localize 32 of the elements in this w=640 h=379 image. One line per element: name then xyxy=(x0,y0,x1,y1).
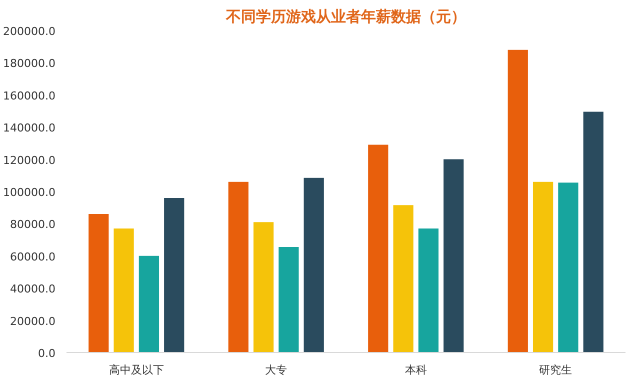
y-tick-label: 40000.0 xyxy=(10,282,56,296)
x-tick-label: 本科 xyxy=(404,364,427,376)
bar xyxy=(88,214,109,352)
y-tick-label: 20000.0 xyxy=(10,314,56,328)
chart-title: 不同学历游戏从业者年薪数据（元） xyxy=(225,8,466,26)
y-tick-label: 140000.0 xyxy=(3,122,56,135)
x-tick-label: 高中及以下 xyxy=(108,364,164,376)
y-tick-label: 120000.0 xyxy=(3,154,56,167)
bar xyxy=(444,159,464,352)
bar xyxy=(138,256,160,352)
bar xyxy=(393,205,414,352)
bar xyxy=(558,182,578,352)
y-tick-label: 160000.0 xyxy=(3,89,56,102)
bar xyxy=(508,50,528,352)
bar xyxy=(164,198,184,352)
bar xyxy=(583,112,604,352)
bar xyxy=(253,222,274,352)
bar xyxy=(418,228,439,352)
y-tick-label: 60000.0 xyxy=(10,250,56,264)
bar xyxy=(114,228,134,352)
bar xyxy=(368,144,388,352)
y-tick-label: 100000.0 xyxy=(3,186,56,199)
y-tick-label: 0.0 xyxy=(38,347,56,360)
x-tick-label: 大专 xyxy=(265,364,288,376)
bar xyxy=(304,178,324,352)
y-tick-label: 200000.0 xyxy=(3,25,56,38)
x-tick-label: 研究生 xyxy=(539,364,572,376)
bar xyxy=(532,182,554,352)
bar xyxy=(278,247,299,352)
bar xyxy=(228,182,248,352)
y-tick-label: 80000.0 xyxy=(10,218,56,232)
y-tick-label: 180000.0 xyxy=(3,57,56,70)
